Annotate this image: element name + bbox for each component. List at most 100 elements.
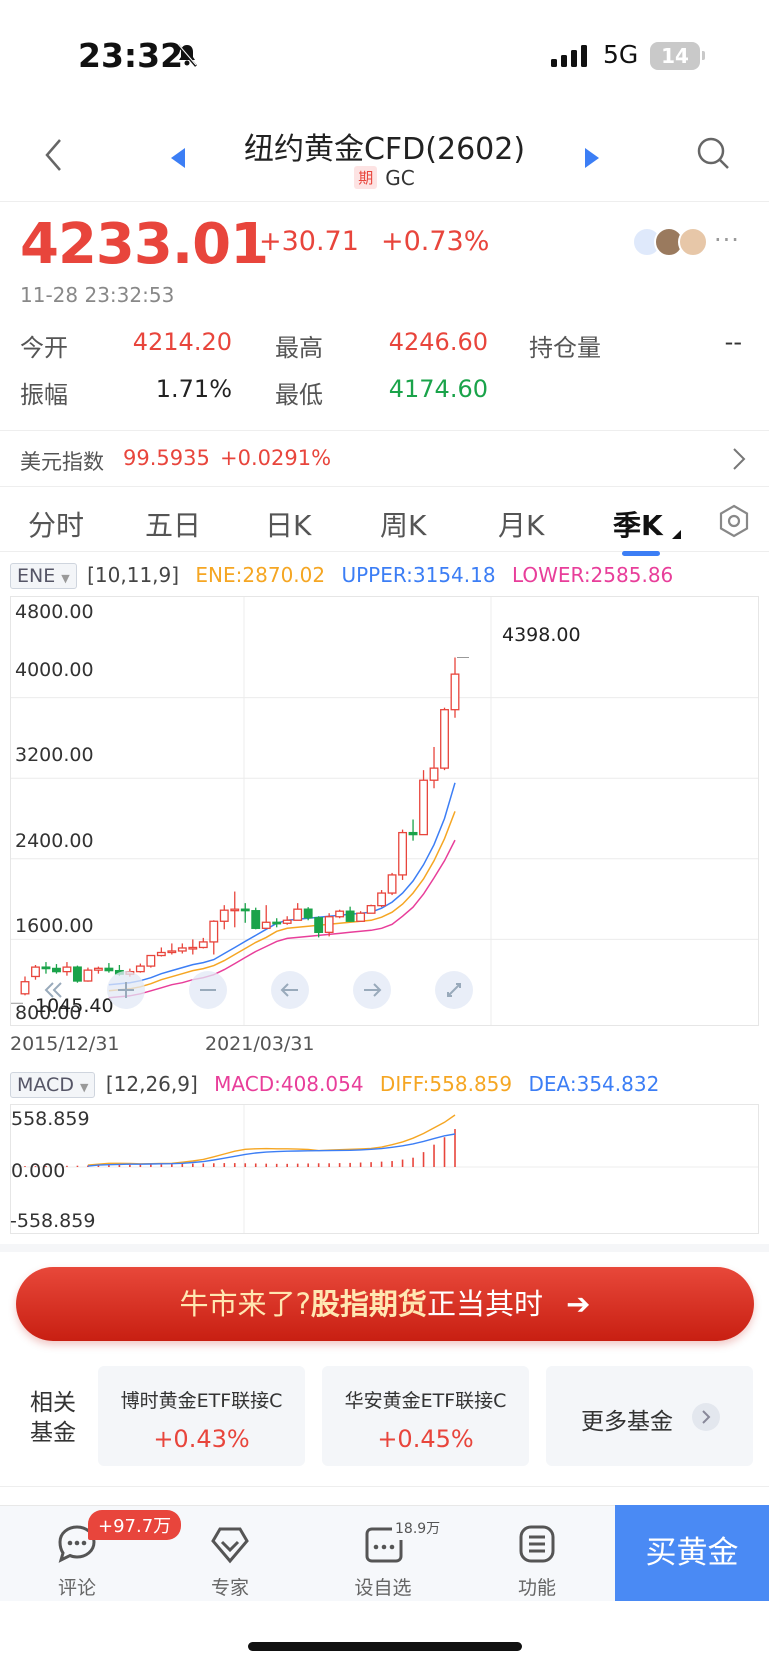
fund-change: +0.45%	[377, 1425, 474, 1453]
add-watchlist-icon	[365, 1527, 403, 1563]
kline-chart[interactable]: 4800.00 4000.00 3200.00 2400.00 1600.00 …	[10, 596, 759, 1026]
y-tick: 800.00	[15, 1002, 82, 1024]
dropdown-corner-icon	[672, 530, 681, 539]
candle-body	[156, 951, 166, 957]
candle-body	[450, 673, 460, 711]
candle-body	[52, 967, 61, 973]
search-icon[interactable]	[696, 136, 730, 170]
chart-zoom-in-button[interactable]	[107, 971, 145, 1009]
candle-body	[440, 709, 449, 769]
open-interest-value: --	[724, 328, 742, 356]
candle-body	[261, 921, 271, 929]
candle-body	[62, 966, 72, 973]
candle-body	[293, 908, 303, 921]
y-tick: 4000.00	[15, 659, 94, 681]
chart-scroll-left-button[interactable]	[271, 971, 309, 1009]
arrow-left-icon	[280, 983, 298, 997]
tab-intraday[interactable]: 分时	[28, 509, 85, 542]
more-funds-label: 更多基金	[581, 1409, 673, 1435]
tab-five-day[interactable]: 五日	[145, 509, 202, 542]
clock: 23:32	[78, 36, 184, 75]
prev-contract-icon[interactable]	[171, 148, 187, 168]
fund-name: 博时黄金ETF联接C	[120, 1390, 283, 1412]
tab-weekly-k[interactable]: 周K	[380, 509, 427, 542]
fund-card[interactable]: 博时黄金ETF联接C +0.43%	[98, 1366, 305, 1466]
community-avatars[interactable]	[632, 225, 712, 259]
avatar	[678, 227, 708, 257]
high-label: 最高	[275, 334, 323, 362]
usd-index-row[interactable]: 美元指数 99.5935 +0.0291%	[0, 430, 769, 486]
last-price: 4233.01	[20, 212, 269, 277]
price-change-pct: +0.73%	[381, 226, 490, 257]
candle-body	[429, 767, 439, 781]
tab-daily-k[interactable]: 日K	[265, 509, 312, 542]
arrow-right-icon	[364, 983, 382, 997]
expert-label: 专家	[210, 1577, 249, 1599]
active-tab-indicator	[622, 551, 660, 556]
y-tick: 3200.00	[15, 744, 94, 766]
more-funds-button[interactable]: 更多基金	[546, 1366, 753, 1466]
chart-scroll-right-button[interactable]	[353, 971, 391, 1009]
y-tick: 1600.00	[15, 915, 94, 937]
chart-rewind-button[interactable]	[33, 971, 71, 1009]
candle-body	[198, 941, 208, 949]
comment-label: 评论	[57, 1577, 96, 1599]
candle-body	[177, 947, 187, 952]
bell-muted-icon	[177, 43, 197, 67]
period-tabs: 分时 五日 日K 周K 月K 季K	[0, 488, 769, 552]
candle-body	[41, 966, 51, 970]
open-value: 4214.20	[132, 328, 232, 356]
kline-svg	[11, 597, 758, 1025]
macd-chart[interactable]: 558.859 0.000 -558.859	[10, 1104, 759, 1234]
open-label: 今开	[20, 334, 68, 362]
candle-body	[230, 908, 240, 912]
min-price-label: 1045.40	[35, 995, 114, 1017]
candle-body	[408, 831, 418, 836]
candle-body	[314, 917, 324, 933]
buy-gold-button[interactable]: 买黄金	[615, 1505, 769, 1601]
tab-monthly-k[interactable]: 月K	[498, 509, 545, 542]
candle-body	[303, 908, 313, 919]
usd-index-change: +0.0291%	[220, 446, 332, 470]
fund-name: 华安黄金ETF联接C	[344, 1390, 507, 1412]
usd-index-value: 99.5935	[123, 446, 210, 470]
status-bar: 23:32 5G 14	[0, 0, 769, 110]
chart-fullscreen-button[interactable]	[435, 971, 473, 1009]
menu-icon	[519, 1525, 555, 1563]
comment-icon	[58, 1525, 96, 1563]
related-funds-label: 相关 基金	[30, 1390, 76, 1446]
back-icon[interactable]	[44, 138, 64, 172]
y-tick: 4800.00	[15, 601, 94, 623]
promo-banner[interactable]: 牛市来了?股指期货正当其时 ➔	[16, 1267, 754, 1341]
high-value: 4246.60	[388, 328, 488, 356]
more-icon[interactable]: ···	[714, 226, 740, 254]
candle-body	[356, 912, 366, 922]
tab-quarterly-k[interactable]: 季K	[613, 509, 663, 542]
battery-icon: 14	[650, 42, 700, 70]
open-interest-label: 持仓量	[529, 334, 601, 362]
candle-body	[72, 966, 82, 982]
next-contract-icon[interactable]	[583, 148, 599, 168]
candle-body	[324, 916, 334, 933]
candle-body	[146, 954, 156, 967]
main-indicator-select[interactable]: ENE ▼	[10, 563, 77, 589]
max-price-label: 4398.00	[502, 624, 581, 646]
amplitude-value: 1.71%	[155, 375, 232, 403]
fund-card[interactable]: 华安黄金ETF联接C +0.45%	[322, 1366, 529, 1466]
macd-svg	[11, 1105, 758, 1233]
macd-y-tick: 0.000	[11, 1160, 66, 1182]
candle-body	[209, 920, 219, 943]
candle-body	[251, 910, 261, 929]
ene-params: [10,11,9]	[87, 563, 180, 587]
y-tick: 2400.00	[15, 830, 94, 852]
macd-y-tick: -558.859	[10, 1210, 96, 1232]
sub-indicator-select[interactable]: MACD ▼	[10, 1072, 96, 1098]
chart-zoom-out-button[interactable]	[189, 971, 227, 1009]
expand-icon	[447, 983, 461, 997]
settings-icon[interactable]	[718, 504, 750, 538]
comment-count-badge: +97.7万	[88, 1510, 182, 1540]
function-label: 功能	[517, 1577, 556, 1599]
top-nav: 纽约黄金CFD(2602) 期 GC	[0, 110, 769, 202]
futures-badge: 期	[354, 166, 378, 189]
amplitude-label: 振幅	[20, 381, 68, 409]
